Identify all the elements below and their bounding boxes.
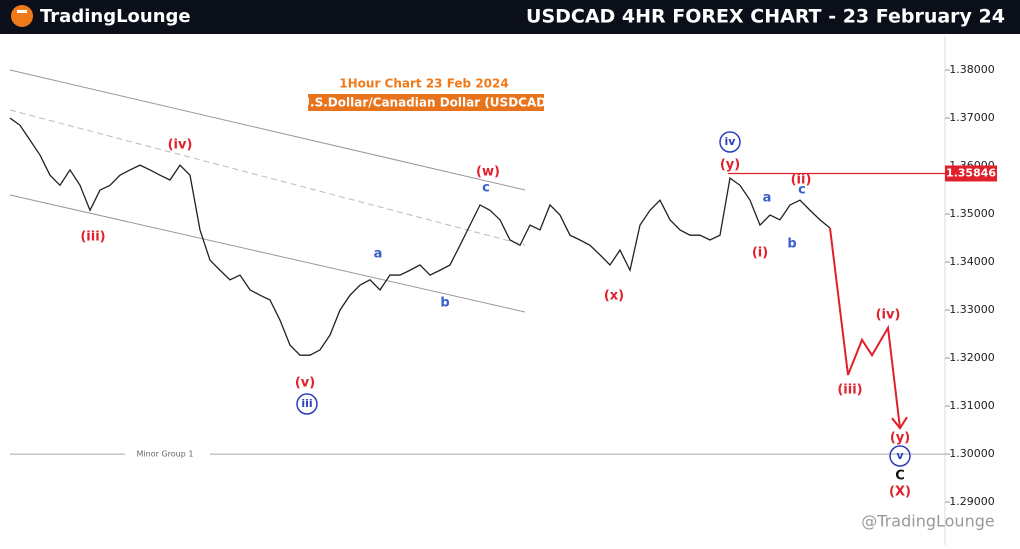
wave-label: v (896, 449, 904, 462)
price-line (9, 117, 831, 356)
wave-label: (iii) (80, 230, 105, 245)
price-level-box (945, 165, 997, 182)
wave-circle (296, 393, 318, 415)
wave-label: (v) (295, 376, 315, 391)
logo-mark (17, 10, 27, 13)
logo-icon (11, 5, 33, 27)
y-tick-label: 1.38000 (949, 63, 995, 76)
channel-line (9, 194, 526, 313)
channel-line (9, 69, 526, 191)
y-tick-label: 1.34000 (949, 255, 995, 268)
brand: TradingLounge (40, 6, 191, 27)
y-tick-label: 1.31000 (949, 399, 995, 412)
wave-label: iii (301, 397, 312, 410)
wave-label: (y) (890, 431, 910, 446)
wave-label: (iv) (168, 138, 193, 153)
wave-circle (719, 131, 741, 153)
wave-label: iv (725, 135, 737, 148)
wave-label: (iv) (876, 308, 901, 323)
group-label: Minor Group 1 (137, 450, 194, 459)
watermark: @TradingLounge (861, 512, 994, 531)
y-tick-label: 1.30000 (949, 447, 995, 460)
header-title: USDCAD 4HR FOREX CHART - 23 February 24 (526, 6, 1005, 28)
y-tick-label: 1.37000 (949, 111, 995, 124)
projection-line (829, 227, 901, 429)
header-bar (0, 0, 1020, 34)
wave-label: (i) (752, 246, 768, 261)
wave-label: a (763, 191, 772, 206)
y-tick-label: 1.33000 (949, 303, 995, 316)
wave-label: a (374, 247, 383, 262)
y-tick-label: 1.32000 (949, 351, 995, 364)
wave-label: (x) (604, 289, 624, 304)
annotation-subtitle: U.S.Dollar/Canadian Dollar (USDCAD) (300, 96, 551, 110)
wave-label: b (440, 296, 449, 311)
arrow-head (891, 416, 908, 430)
wave-label: (y) (720, 158, 740, 173)
wave-circle (889, 445, 911, 467)
y-tick-label: 1.35000 (949, 207, 995, 220)
wave-label: (iii) (837, 383, 862, 398)
wave-label: (ii) (791, 173, 812, 188)
wave-label: c (482, 181, 490, 196)
price-level-label: 1.35846 (946, 166, 996, 179)
wave-label: b (787, 237, 796, 252)
wave-label: (w) (476, 165, 500, 180)
wave-label: (X) (889, 485, 911, 500)
y-tick-label: 1.29000 (949, 495, 995, 508)
annotation-title: 1Hour Chart 23 Feb 2024 (339, 77, 508, 91)
wave-label: C (895, 469, 905, 484)
channel-line (9, 109, 526, 246)
wave-label: c (798, 183, 806, 198)
annotation-box (308, 94, 544, 111)
